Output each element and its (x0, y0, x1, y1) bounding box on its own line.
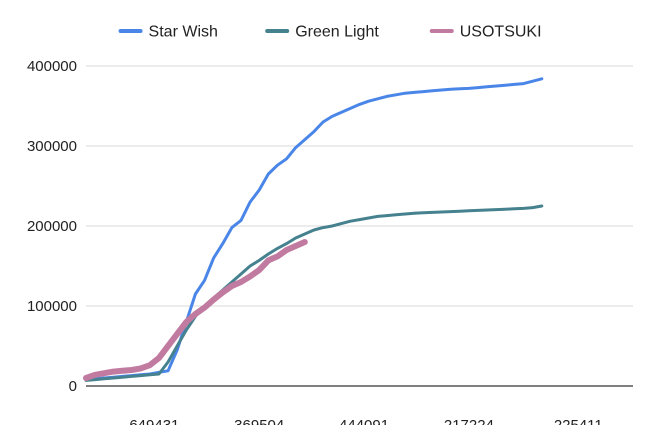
x-tick-label: 649431 (129, 417, 179, 425)
legend-label-green-light: Green Light (295, 24, 379, 41)
legend-label-usotsuki: USOTSUKI (460, 24, 542, 41)
y-tick-label: 200000 (27, 218, 77, 235)
y-tick-label: 0 (69, 378, 77, 395)
legend-label-star-wish: Star Wish (149, 24, 218, 41)
chart-gridlines (86, 65, 633, 387)
x-axis: 649431 369504 444091 217224 225411 (129, 417, 602, 425)
y-axis: 400000 300000 200000 100000 0 (27, 58, 77, 395)
chart-series (83, 77, 544, 382)
x-tick-label: 444091 (339, 417, 389, 425)
chart-legend: Star Wish Green Light USOTSUKI (118, 24, 542, 41)
x-tick-label: 369504 (234, 417, 284, 425)
series-line-green-light (84, 204, 544, 382)
series-line-usotsuki (83, 239, 308, 381)
y-tick-label: 300000 (27, 138, 77, 155)
x-tick-label: 217224 (444, 417, 494, 425)
y-tick-label: 100000 (27, 298, 77, 315)
y-tick-label: 400000 (27, 58, 77, 75)
x-tick-label: 225411 (554, 417, 603, 425)
